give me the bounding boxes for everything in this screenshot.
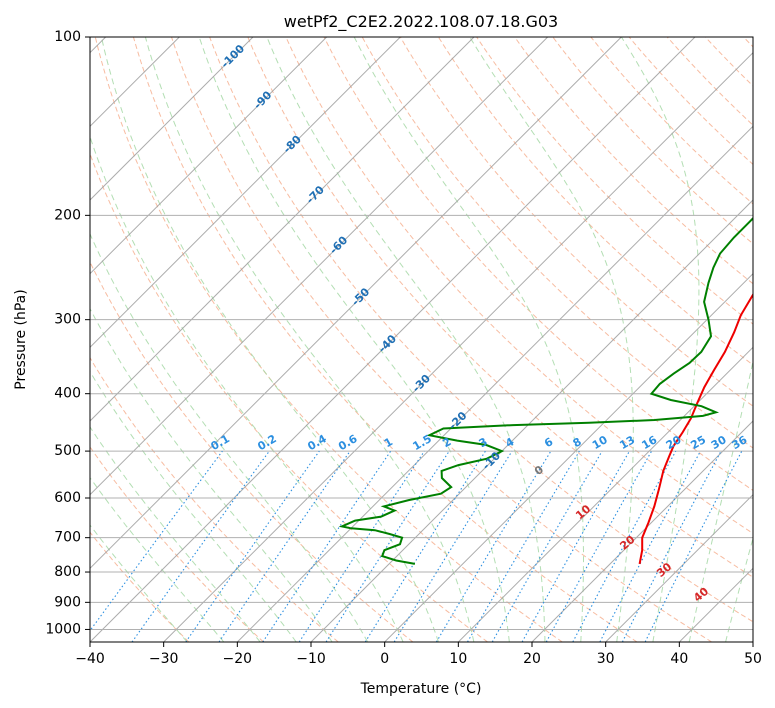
dry-adiabat-line xyxy=(132,37,638,642)
moist-adiabat-line xyxy=(688,359,753,642)
y-tick-label: 600 xyxy=(54,490,81,506)
dry-adiabat-line xyxy=(171,37,712,642)
mixing-ratio-line xyxy=(325,450,450,642)
y-axis: 100 200 300 400 500 600 700 800 900 1000 xyxy=(45,29,90,637)
isotherm-line xyxy=(90,37,622,570)
dry-adiabat-line xyxy=(285,37,753,535)
isotherm-line xyxy=(90,37,328,275)
plot-area xyxy=(90,37,753,642)
isotherm-line xyxy=(90,37,254,201)
y-tick-label: 900 xyxy=(54,594,81,610)
mixing-ratio-line xyxy=(298,450,425,642)
moist-adiabat-line xyxy=(198,37,510,642)
x-tick-label: 0 xyxy=(380,651,389,667)
mixing-ratio-line xyxy=(521,450,630,642)
isotherm-line xyxy=(236,125,753,642)
x-tick-label: −30 xyxy=(149,651,179,667)
dewpoint-profile xyxy=(338,216,753,565)
isotherm-line xyxy=(90,37,475,422)
x-axis-title: Temperature (°C) xyxy=(360,681,482,697)
dry-adiabat-line xyxy=(437,37,753,366)
dry-adiabat-line xyxy=(361,37,753,449)
moist-adiabat-line xyxy=(90,426,261,642)
dry-adiabat-line xyxy=(247,37,753,578)
dry-adiabat-line xyxy=(90,446,264,642)
x-tick-label: 40 xyxy=(670,651,688,667)
plot-frame xyxy=(89,36,754,643)
x-axis: −40 −30 −20 −10 0 10 20 30 40 50 xyxy=(75,642,762,667)
mixing-ratio-line xyxy=(218,450,351,642)
moist-adiabat-line xyxy=(90,476,225,642)
y-tick-label: 100 xyxy=(54,29,81,45)
dry-adiabat-line xyxy=(514,37,753,285)
dry-adiabat-line xyxy=(323,37,753,491)
isotherm-line xyxy=(90,37,401,349)
mixing-ratio-line xyxy=(131,450,270,642)
mixing-ratio-line xyxy=(393,450,513,642)
mixing-ratio-line xyxy=(262,450,392,642)
dry-adiabat-line xyxy=(209,37,753,623)
x-tick-label: −20 xyxy=(223,651,253,667)
isotherm-line xyxy=(384,272,753,642)
mixing-ratio-line xyxy=(545,450,653,642)
x-tick-label: 10 xyxy=(449,651,467,667)
isotherm-line xyxy=(457,346,753,642)
moist-adiabat-line xyxy=(144,37,475,642)
isotherm-line xyxy=(163,51,753,642)
dry-adiabat-line xyxy=(94,37,563,642)
isotherm-line xyxy=(531,420,753,642)
moist-adiabat-line xyxy=(90,135,404,642)
mixing-ratio-line xyxy=(185,450,320,642)
x-tick-label: 30 xyxy=(597,651,615,667)
moist-adiabat-line xyxy=(353,37,584,642)
isotherm-line xyxy=(605,493,753,642)
moist-adiabat-line xyxy=(100,37,439,642)
x-tick-label: 20 xyxy=(523,651,541,667)
moist-adiabat-line xyxy=(90,370,297,642)
y-tick-label: 300 xyxy=(54,312,81,328)
moist-adiabat-line xyxy=(620,37,700,642)
y-tick-label: 800 xyxy=(54,564,81,580)
moist-adiabat-line xyxy=(266,37,546,642)
mixing-ratio-line xyxy=(90,450,223,632)
y-tick-label: 400 xyxy=(54,386,81,402)
y-tick-label: 500 xyxy=(54,443,81,459)
x-tick-label: −10 xyxy=(296,651,326,667)
mixing-ratio-line xyxy=(572,450,677,642)
dry-adiabat-line xyxy=(90,531,190,642)
x-tick-label: 50 xyxy=(744,651,762,667)
y-tick-label: 1000 xyxy=(45,621,81,637)
chart-title: wetPf2_C2E2.2022.108.07.18.G03 xyxy=(284,12,558,32)
isotherm-line xyxy=(90,37,549,496)
moist-adiabat-line xyxy=(90,307,333,642)
dry-adiabat-line xyxy=(399,37,753,407)
y-tick-label: 700 xyxy=(54,530,81,546)
temperature-profile xyxy=(638,292,753,565)
y-tick-label: 200 xyxy=(54,207,81,223)
isotherm-line xyxy=(90,37,696,642)
dry-adiabat-line xyxy=(90,152,488,642)
isotherm-line xyxy=(310,199,753,642)
moist-adiabat-line xyxy=(90,524,188,642)
moist-adiabat-line xyxy=(725,536,753,642)
y-axis-title: Pressure (hPa) xyxy=(13,289,29,389)
dry-adiabat-line xyxy=(90,356,339,642)
mixing-ratio-line xyxy=(644,450,743,642)
x-tick-label: −40 xyxy=(75,651,105,667)
moist-adiabat-line xyxy=(90,232,369,642)
